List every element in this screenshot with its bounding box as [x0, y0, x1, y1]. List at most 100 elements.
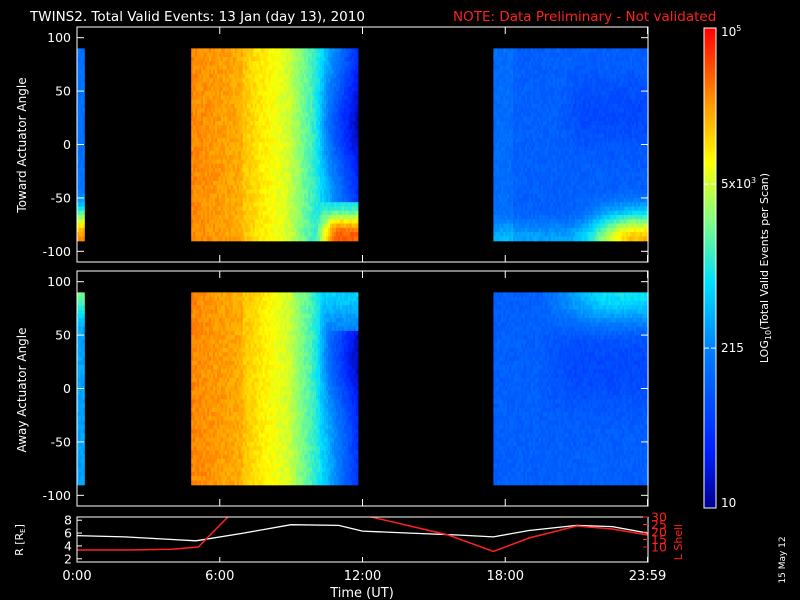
heatmap-cell	[298, 116, 301, 122]
heatmap-cell	[244, 65, 248, 71]
heatmap-cell	[197, 116, 200, 122]
heatmap-cell	[306, 202, 309, 208]
heatmap-cell	[236, 69, 240, 75]
heatmap-cell	[345, 146, 349, 152]
heatmap-cell	[264, 74, 268, 79]
heatmap-cell	[226, 155, 230, 161]
heatmap-cell	[333, 142, 337, 148]
heatmap-cell	[332, 82, 335, 88]
heatmap-cell	[220, 133, 224, 139]
heatmap-cell	[264, 215, 268, 220]
heatmap-cell	[266, 159, 270, 165]
heatmap-cell	[286, 146, 289, 152]
heatmap-cell	[262, 103, 266, 109]
heatmap-cell	[240, 159, 244, 165]
heatmap-cell	[284, 236, 287, 242]
heatmap-cell	[294, 48, 297, 54]
heatmap-cell	[238, 168, 242, 173]
heatmap-cell	[308, 78, 311, 84]
heatmap-cell	[228, 232, 232, 237]
heatmap-cell	[238, 78, 242, 84]
heatmap-cell	[226, 65, 230, 71]
heatmap-cell	[322, 180, 325, 186]
heatmap-cell	[330, 210, 333, 216]
heatmap-cell	[316, 197, 319, 203]
heatmap-cell	[201, 206, 204, 212]
heatmap-cell	[272, 86, 276, 92]
heatmap-cell	[193, 142, 196, 148]
heatmap-cell	[246, 155, 250, 161]
chart-title: TWINS2. Total Valid Events: 13 Jan (day …	[29, 9, 365, 25]
heatmap-cell	[298, 159, 301, 165]
heatmap-cell	[310, 61, 313, 67]
heatmap-cell	[260, 163, 264, 169]
heatmap-cell	[256, 133, 260, 139]
heatmap-cell	[302, 108, 305, 114]
heatmap-cell	[310, 146, 313, 152]
heatmap-cell	[234, 61, 238, 67]
heatmap-cell	[258, 202, 262, 208]
heatmap-cell	[345, 180, 349, 186]
heatmap-cell	[337, 232, 341, 237]
heatmap-cell	[213, 150, 216, 156]
heatmap-cell	[274, 210, 278, 216]
heatmap-cell	[345, 116, 349, 122]
heatmap-cell	[262, 193, 266, 199]
heatmap-cell	[337, 56, 341, 62]
heatmap-cell	[312, 138, 315, 143]
heatmap-cell	[306, 172, 309, 178]
heatmap-cell	[276, 163, 280, 169]
heatmap-cell	[343, 232, 347, 237]
heatmap-cell	[312, 78, 315, 84]
heatmap-cell	[347, 125, 351, 131]
heatmap-cell	[250, 69, 254, 75]
heatmap-cell	[264, 52, 268, 58]
heatmap-cell	[217, 150, 220, 156]
heatmap-cell	[238, 99, 242, 105]
heatmap-cell	[292, 103, 295, 109]
heatmap-cell	[337, 91, 341, 96]
heatmap-cell	[312, 227, 315, 233]
heatmap-cell	[266, 74, 270, 79]
heatmap-cell	[262, 78, 266, 84]
heatmap-cell	[234, 176, 238, 182]
heatmap-cell	[335, 125, 339, 131]
heatmap-cell	[213, 142, 216, 148]
heatmap-cell	[215, 121, 218, 126]
heatmap-cell	[345, 219, 349, 225]
heatmap-cell	[335, 163, 339, 169]
heatmap-cell	[280, 206, 283, 212]
heatmap-cell	[341, 125, 345, 131]
heatmap-cell	[328, 159, 331, 165]
heatmap-cell	[78, 168, 82, 173]
heatmap-cell	[258, 108, 262, 114]
heatmap-cell	[266, 189, 270, 195]
heatmap-cell	[78, 223, 82, 229]
heatmap-cell	[193, 82, 196, 88]
heatmap-cell	[268, 150, 272, 156]
heatmap-cell	[197, 180, 200, 186]
heatmap-cell	[282, 133, 285, 139]
heatmap-cell	[80, 215, 83, 220]
heatmap-cell	[205, 52, 208, 58]
heatmap-cell	[228, 86, 232, 92]
heatmap-cell	[330, 172, 333, 178]
heatmap-cell	[230, 142, 234, 148]
heatmap-cell	[332, 215, 335, 220]
heatmap-cell	[324, 129, 327, 135]
heatmap-cell	[215, 142, 218, 148]
heatmap-cell	[322, 121, 325, 126]
heatmap-cell	[213, 78, 216, 84]
heatmap-cell	[220, 56, 224, 62]
heatmap-cell	[213, 197, 216, 203]
heatmap-cell	[240, 227, 244, 233]
heatmap-cell	[234, 99, 238, 105]
heatmap-cell	[78, 155, 82, 161]
heatmap-cell	[220, 108, 224, 114]
heatmap-cell	[201, 142, 204, 148]
heatmap-cell	[205, 78, 208, 84]
heatmap-cell	[226, 133, 230, 139]
heatmap-cell	[302, 133, 305, 139]
heatmap-cell	[276, 142, 280, 148]
heatmap-cell	[308, 236, 311, 242]
